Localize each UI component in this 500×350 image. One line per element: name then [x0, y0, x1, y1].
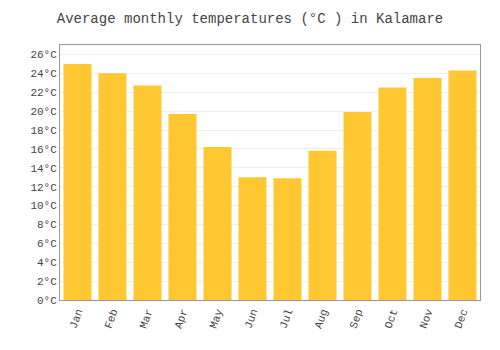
- svg-text:16°C: 16°C: [30, 144, 57, 156]
- svg-text:Sep: Sep: [347, 308, 365, 331]
- svg-text:8°C: 8°C: [37, 219, 57, 231]
- svg-text:Feb: Feb: [102, 308, 120, 331]
- svg-text:14°C: 14°C: [30, 163, 57, 175]
- svg-text:Jun: Jun: [242, 308, 260, 331]
- svg-text:20°C: 20°C: [30, 106, 57, 118]
- svg-text:4°C: 4°C: [37, 257, 57, 269]
- svg-text:Jan: Jan: [67, 308, 85, 331]
- svg-text:May: May: [207, 307, 225, 330]
- svg-text:22°C: 22°C: [30, 87, 57, 99]
- svg-text:Average monthly temperatures (: Average monthly temperatures (°C ) in Ka…: [57, 11, 443, 27]
- svg-text:18°C: 18°C: [30, 125, 57, 137]
- svg-text:10°C: 10°C: [30, 200, 57, 212]
- svg-text:Dec: Dec: [452, 308, 470, 331]
- svg-text:2°C: 2°C: [37, 276, 57, 288]
- svg-text:Nov: Nov: [417, 307, 435, 330]
- svg-text:Apr: Apr: [172, 308, 190, 331]
- svg-text:Oct: Oct: [382, 308, 400, 331]
- svg-text:26°C: 26°C: [30, 49, 57, 61]
- svg-text:24°C: 24°C: [30, 68, 57, 80]
- svg-text:6°C: 6°C: [37, 238, 57, 250]
- svg-text:Jul: Jul: [277, 308, 295, 331]
- svg-text:0°C: 0°C: [37, 295, 57, 307]
- svg-text:Mar: Mar: [137, 308, 155, 331]
- svg-text:Aug: Aug: [312, 308, 330, 331]
- svg-text:12°C: 12°C: [30, 182, 57, 194]
